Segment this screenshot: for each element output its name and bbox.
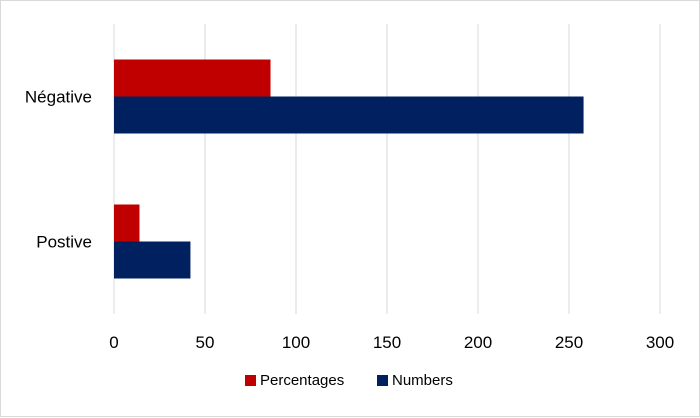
- bar-numbers-1: [114, 241, 191, 279]
- legend-label-numbers: Numbers: [392, 372, 453, 389]
- bar-percentages-0: [114, 59, 271, 97]
- legend-label-percentages: Percentages: [260, 372, 344, 389]
- legend-swatch-numbers: [377, 375, 388, 386]
- x-tick-label: 300: [646, 333, 674, 352]
- labels: 0 50 100 150 200 250 300 Négative Postive: [25, 88, 674, 353]
- x-tick-label: 50: [196, 333, 215, 352]
- x-tick-label: 100: [282, 333, 310, 352]
- x-tick-label: 150: [373, 333, 401, 352]
- category-label: Négative: [25, 88, 92, 107]
- x-tick-label: 0: [109, 333, 118, 352]
- category-label: Postive: [36, 233, 92, 252]
- x-tick-label: 200: [464, 333, 492, 352]
- bar-numbers-0: [114, 96, 584, 134]
- legend: Percentages Numbers: [245, 372, 453, 389]
- bars: [114, 59, 584, 279]
- legend-swatch-percentages: [245, 375, 256, 386]
- bar-percentages-1: [114, 204, 140, 242]
- x-tick-label: 250: [555, 333, 583, 352]
